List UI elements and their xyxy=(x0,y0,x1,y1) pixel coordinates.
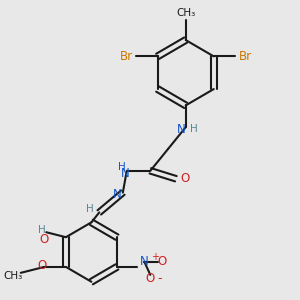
Text: N: N xyxy=(120,167,129,180)
Text: +: + xyxy=(151,252,159,262)
Text: H: H xyxy=(85,204,93,214)
Text: O: O xyxy=(180,172,189,185)
Text: H: H xyxy=(118,162,126,172)
Text: O: O xyxy=(38,260,47,272)
Text: O: O xyxy=(146,272,155,285)
Text: Br: Br xyxy=(238,50,252,63)
Text: N: N xyxy=(176,123,185,136)
Text: H: H xyxy=(38,225,46,235)
Text: -: - xyxy=(157,272,161,285)
Text: CH₃: CH₃ xyxy=(176,8,195,18)
Text: CH₃: CH₃ xyxy=(3,271,22,281)
Text: O: O xyxy=(158,256,167,268)
Text: N: N xyxy=(140,256,149,268)
Text: O: O xyxy=(40,233,49,246)
Text: H: H xyxy=(190,124,197,134)
Text: Br: Br xyxy=(120,50,133,63)
Text: N: N xyxy=(112,188,121,201)
